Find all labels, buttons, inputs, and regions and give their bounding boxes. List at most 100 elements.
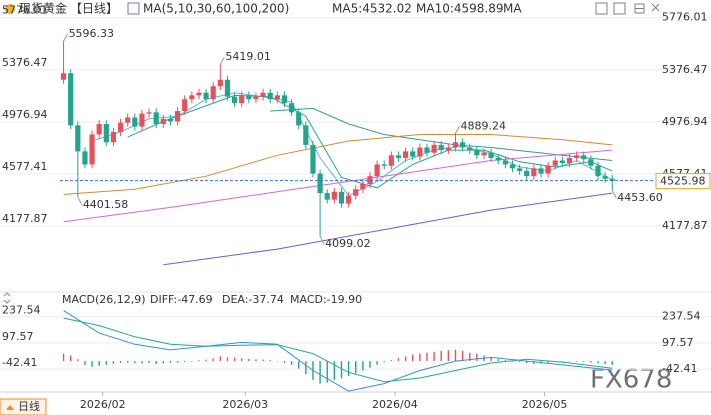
macd-bar — [355, 361, 357, 374]
macd-line — [63, 317, 613, 383]
gold-icon — [5, 4, 15, 14]
macd-bar — [547, 361, 549, 363]
candle-body — [153, 112, 159, 125]
macd-bar — [62, 353, 65, 362]
candle-body — [495, 157, 501, 161]
candle-body — [160, 118, 166, 125]
close-button[interactable] — [651, 3, 660, 12]
candle-body — [82, 151, 88, 165]
candle-body — [139, 113, 145, 127]
y-tick-label-right: 4177.87 — [662, 219, 708, 232]
macd-bar — [340, 361, 343, 378]
macd-bar — [583, 361, 585, 363]
settings-button[interactable] — [595, 2, 608, 15]
candle-body — [509, 164, 516, 169]
macd-legend: DEA:-37.74 — [222, 293, 284, 306]
macd-bar — [148, 361, 150, 363]
y-tick-label-right: 237.54 — [662, 310, 701, 323]
drag-handle[interactable] — [3, 292, 11, 304]
candle-body — [595, 165, 601, 177]
macd-bar — [426, 352, 428, 362]
macd-bar — [119, 361, 122, 363]
annotation-leader — [77, 196, 83, 206]
candle-body — [217, 79, 223, 87]
macd-bar — [112, 361, 115, 364]
macd-bar — [91, 361, 93, 367]
macd-bar — [397, 358, 400, 362]
macd-bar — [469, 352, 471, 362]
candle-body — [517, 168, 523, 171]
macd-bar — [126, 361, 129, 363]
candle-body — [303, 125, 309, 145]
candle-body — [132, 117, 138, 127]
candle-body — [75, 125, 81, 152]
candle-body — [431, 144, 437, 153]
macd-bar — [504, 360, 507, 362]
macd-line — [63, 310, 613, 392]
period-label[interactable]: 【日线】 — [70, 2, 118, 16]
candle-body — [146, 112, 152, 114]
indicator-toggle[interactable] — [127, 2, 140, 15]
candle-body — [96, 124, 102, 135]
candle-body — [203, 92, 209, 100]
ma-line — [270, 107, 613, 161]
macd-bar — [511, 361, 514, 362]
annotation-leader — [611, 189, 617, 199]
candle-body — [267, 92, 273, 100]
period-button[interactable] — [0, 398, 47, 415]
candle-body — [246, 95, 252, 100]
macd-bar — [490, 357, 492, 362]
macd-bar — [333, 361, 336, 380]
macd-bar — [205, 359, 207, 362]
candle-body — [438, 144, 444, 151]
ma-line — [127, 94, 613, 189]
macd-bar — [84, 361, 86, 365]
candle-body — [481, 152, 487, 156]
layout-button[interactable] — [634, 3, 645, 14]
macd-bar — [276, 361, 279, 362]
toggle-button[interactable] — [613, 2, 626, 15]
macd-bar — [212, 358, 214, 362]
y-tick-label-right: 97.57 — [662, 336, 694, 349]
candle-body — [60, 73, 67, 80]
candle-body — [552, 160, 558, 166]
period-button-label[interactable]: 日线 — [18, 399, 40, 413]
candle-body — [417, 147, 423, 157]
macd-bar — [561, 361, 564, 362]
annotation-label: 4099.02 — [325, 237, 371, 250]
candle-body — [574, 155, 580, 158]
macd-bar — [597, 361, 599, 364]
annotation-label: 5419.01 — [225, 50, 271, 63]
candle-body — [110, 131, 117, 143]
x-tick-label: 2026/05 — [522, 398, 568, 411]
macd-bar — [319, 361, 321, 384]
macd-bar — [191, 361, 193, 362]
y-tick-label: 4976.94 — [2, 108, 48, 121]
macd-bar — [533, 361, 535, 364]
macd-bar — [383, 361, 385, 363]
candle-body — [424, 147, 430, 153]
macd-bar — [233, 357, 236, 362]
ma-line — [163, 192, 613, 266]
macd-bar — [347, 361, 350, 377]
macd-bar — [141, 361, 143, 364]
ma-value: MA10:4598.89 — [416, 2, 504, 16]
candle-body — [210, 86, 216, 100]
candle-body — [545, 165, 551, 174]
last-price-tag — [655, 173, 711, 190]
ma-line — [63, 134, 613, 195]
candle-body — [310, 144, 316, 174]
annotation-leader — [219, 56, 225, 65]
candle-body — [189, 95, 195, 100]
macd-bar — [390, 360, 393, 362]
macd-bar — [568, 361, 571, 362]
macd-bar — [362, 361, 364, 371]
toolbar — [595, 2, 660, 15]
period-button-icon — [6, 405, 14, 410]
candle-body — [89, 134, 95, 165]
candle-body — [196, 92, 202, 96]
candle-body — [395, 155, 402, 158]
macd-bar — [412, 354, 414, 362]
